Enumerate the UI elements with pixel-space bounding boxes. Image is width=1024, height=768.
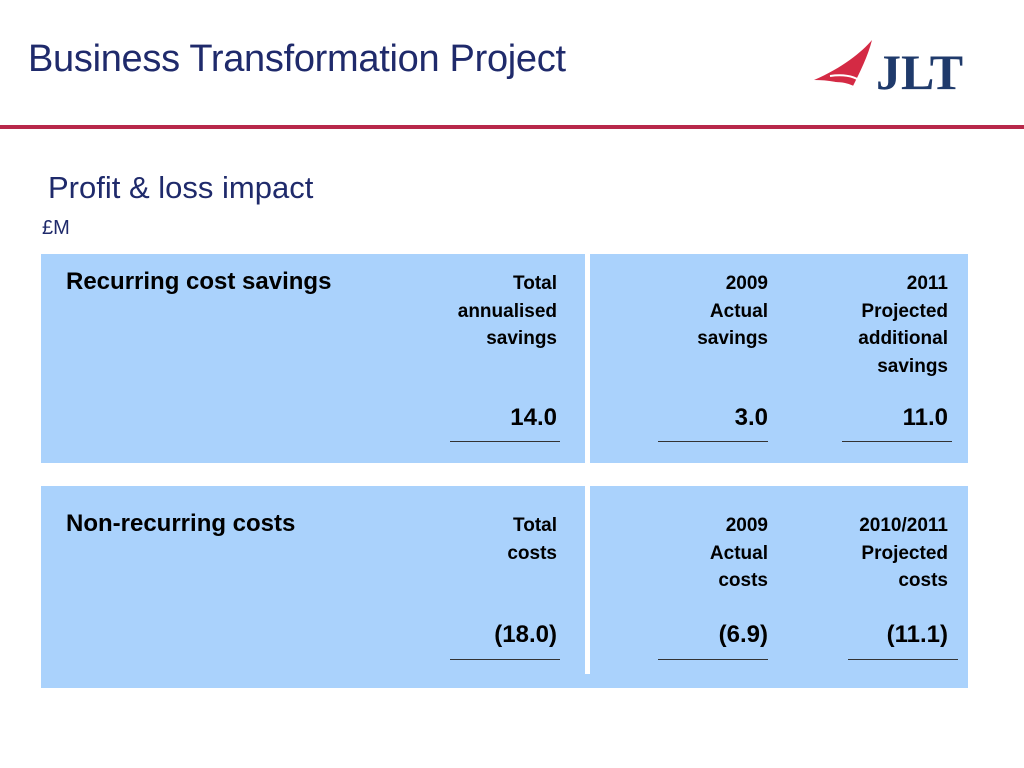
logo-sail-icon bbox=[814, 40, 872, 88]
underline bbox=[450, 441, 560, 442]
underline bbox=[658, 441, 768, 442]
col-total-annualised-header: Total annualised savings bbox=[457, 273, 557, 349]
col-2011-projected-header: 2011 Projected additional savings bbox=[858, 273, 948, 377]
unit-label: £M bbox=[42, 217, 70, 239]
col-2009-actual-header: 2009 Actual savings bbox=[697, 273, 768, 349]
col-2010-2011-projected-header: 2010/2011 Projected costs bbox=[859, 515, 948, 591]
underline bbox=[848, 659, 958, 660]
total-costs-value: (18.0) bbox=[494, 621, 557, 648]
projected-2011-value: 11.0 bbox=[902, 404, 948, 431]
svg-text:JLT: JLT bbox=[876, 44, 963, 100]
col-2009-actual-costs-header: 2009 Actual costs bbox=[709, 515, 768, 591]
non-recurring-heading: Non-recurring costs bbox=[66, 510, 296, 537]
non-recurring-costs-panel: Non-recurring costs Total costs 2009 Act… bbox=[41, 486, 968, 688]
header-rule bbox=[0, 125, 1024, 129]
col-total-costs-header: Total costs bbox=[507, 515, 557, 564]
underline bbox=[658, 659, 768, 660]
panel-divider bbox=[585, 486, 590, 674]
total-annualised-value: 14.0 bbox=[510, 404, 557, 431]
panel-divider bbox=[585, 254, 590, 463]
section-subtitle: Profit & loss impact bbox=[48, 170, 314, 205]
recurring-heading: Recurring cost savings bbox=[66, 268, 332, 295]
page-title: Business Transformation Project bbox=[28, 38, 566, 80]
jlt-logo: JLT bbox=[814, 40, 963, 100]
underline bbox=[842, 441, 952, 442]
actual-2009-costs-value: (6.9) bbox=[718, 621, 768, 648]
actual-2009-value: 3.0 bbox=[734, 404, 768, 431]
recurring-savings-panel: Recurring cost savings Total annualised … bbox=[41, 254, 968, 463]
underline bbox=[450, 659, 560, 660]
projected-2010-2011-costs-value: (11.1) bbox=[886, 621, 948, 648]
